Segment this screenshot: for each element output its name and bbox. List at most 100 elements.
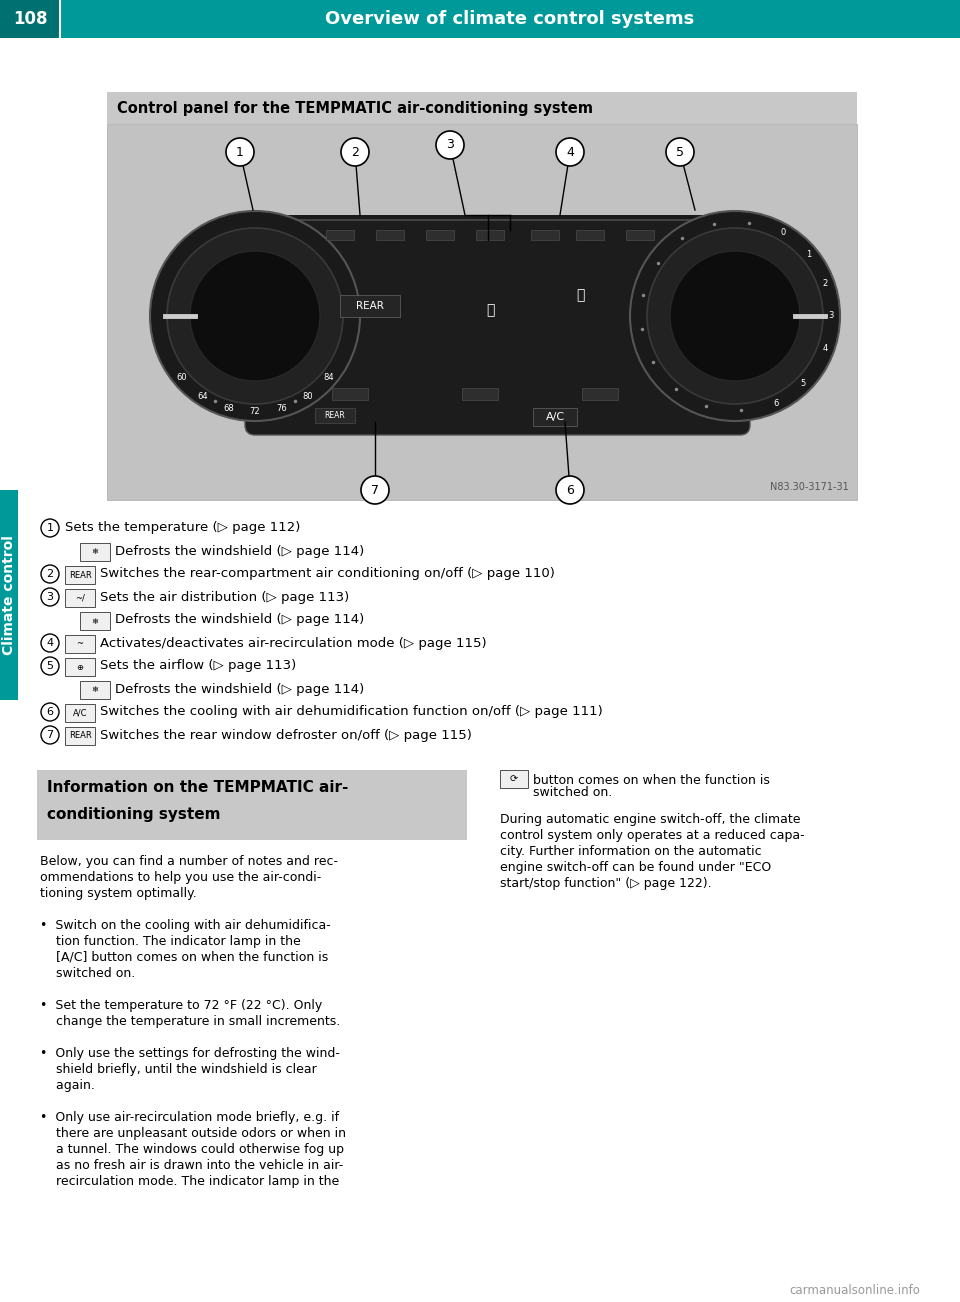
Text: button comes on when the function is: button comes on when the function is: [533, 773, 770, 786]
Text: 🚗: 🚗: [576, 288, 585, 302]
Bar: [80, 543, 110, 561]
Text: •  Set the temperature to 72 °F (22 °C). Only: • Set the temperature to 72 °F (22 °C). …: [40, 999, 323, 1012]
Circle shape: [41, 634, 59, 652]
Bar: [80, 681, 110, 699]
Text: Activates/deactivates air-recirculation mode (▷ page 115): Activates/deactivates air-recirculation …: [100, 637, 487, 650]
Text: 76: 76: [276, 404, 287, 413]
Circle shape: [41, 703, 59, 721]
Text: 0: 0: [780, 228, 785, 237]
Text: REAR: REAR: [324, 410, 346, 419]
Text: •  Only use air-recirculation mode briefly, e.g. if: • Only use air-recirculation mode briefl…: [40, 1111, 339, 1124]
Text: Climate control: Climate control: [2, 535, 16, 655]
Text: Defrosts the windshield (▷ page 114): Defrosts the windshield (▷ page 114): [115, 544, 364, 557]
Text: 3: 3: [446, 138, 454, 151]
Circle shape: [556, 477, 584, 504]
Bar: [476, 230, 504, 240]
Text: as no fresh air is drawn into the vehicle in air-: as no fresh air is drawn into the vehicl…: [40, 1159, 344, 1172]
Circle shape: [341, 138, 369, 165]
Text: city. Further information on the automatic: city. Further information on the automat…: [500, 845, 761, 858]
Bar: [0, 490, 18, 700]
Bar: [426, 230, 454, 240]
Text: 2: 2: [823, 279, 828, 288]
Text: Information on the TEMPMATIC air-: Information on the TEMPMATIC air-: [47, 780, 348, 796]
Text: 4: 4: [566, 146, 574, 159]
Text: recirculation mode. The indicator lamp in the: recirculation mode. The indicator lamp i…: [40, 1174, 339, 1187]
Text: 64: 64: [198, 392, 208, 401]
Text: 7: 7: [371, 483, 379, 496]
Text: engine switch-off can be found under "ECO: engine switch-off can be found under "EC…: [500, 861, 771, 874]
Circle shape: [41, 589, 59, 605]
Text: ⟳: ⟳: [510, 773, 518, 784]
Text: 3: 3: [828, 311, 833, 320]
Text: 6: 6: [566, 483, 574, 496]
Text: tion function. The indicator lamp in the: tion function. The indicator lamp in the: [40, 935, 300, 948]
Text: change the temperature in small increments.: change the temperature in small incremen…: [40, 1016, 340, 1029]
Bar: [462, 388, 498, 400]
Bar: [37, 769, 467, 840]
Text: 🌬: 🌬: [486, 303, 494, 316]
Circle shape: [190, 251, 320, 381]
Bar: [0, 0, 960, 38]
Text: 5: 5: [676, 146, 684, 159]
Text: REAR: REAR: [68, 732, 91, 741]
Bar: [0, 0, 60, 38]
Text: REAR: REAR: [68, 570, 91, 579]
Circle shape: [41, 658, 59, 674]
Text: A/C: A/C: [73, 708, 87, 717]
Text: ~: ~: [77, 639, 84, 648]
Bar: [107, 92, 857, 124]
Text: ❄: ❄: [91, 685, 99, 694]
Text: Below, you can find a number of notes and rec-: Below, you can find a number of notes an…: [40, 855, 338, 868]
Text: 5: 5: [46, 661, 54, 671]
Bar: [315, 408, 355, 423]
Text: conditioning system: conditioning system: [47, 806, 221, 822]
Text: 68: 68: [223, 404, 234, 413]
Circle shape: [41, 519, 59, 536]
Bar: [80, 612, 110, 630]
Circle shape: [167, 228, 343, 404]
Text: 1: 1: [805, 250, 811, 259]
Text: ❄: ❄: [91, 548, 99, 556]
Text: Defrosts the windshield (▷ page 114): Defrosts the windshield (▷ page 114): [115, 682, 364, 695]
Bar: [626, 230, 654, 240]
FancyBboxPatch shape: [245, 220, 750, 435]
Text: Sets the airflow (▷ page 113): Sets the airflow (▷ page 113): [100, 660, 297, 673]
Bar: [582, 388, 618, 400]
Text: 80: 80: [302, 392, 313, 401]
Bar: [107, 124, 857, 500]
Text: 1: 1: [236, 146, 244, 159]
Text: again.: again.: [40, 1079, 95, 1092]
Text: Sets the temperature (▷ page 112): Sets the temperature (▷ page 112): [65, 522, 300, 535]
Text: shield briefly, until the windshield is clear: shield briefly, until the windshield is …: [40, 1062, 317, 1075]
Circle shape: [630, 211, 840, 421]
Text: •  Switch on the cooling with air dehumidifica-: • Switch on the cooling with air dehumid…: [40, 919, 331, 932]
Text: Defrosts the windshield (▷ page 114): Defrosts the windshield (▷ page 114): [115, 613, 364, 626]
Text: Overview of climate control systems: Overview of climate control systems: [325, 10, 695, 29]
Text: 7: 7: [46, 730, 54, 740]
Circle shape: [666, 138, 694, 165]
Text: N83.30-3171-31: N83.30-3171-31: [770, 482, 849, 492]
Bar: [65, 727, 95, 745]
Text: During automatic engine switch-off, the climate: During automatic engine switch-off, the …: [500, 812, 801, 825]
Text: switched on.: switched on.: [533, 786, 612, 799]
Text: a tunnel. The windows could otherwise fog up: a tunnel. The windows could otherwise fo…: [40, 1143, 344, 1156]
Bar: [65, 658, 95, 676]
Circle shape: [670, 251, 800, 381]
Text: ommendations to help you use the air-condi-: ommendations to help you use the air-con…: [40, 871, 322, 884]
Bar: [65, 635, 95, 654]
Text: A/C: A/C: [545, 411, 564, 422]
Circle shape: [41, 565, 59, 583]
Text: 108: 108: [12, 10, 47, 29]
Bar: [65, 566, 95, 585]
Bar: [533, 408, 577, 426]
Text: Switches the cooling with air dehumidification function on/off (▷ page 111): Switches the cooling with air dehumidifi…: [100, 706, 603, 719]
Text: 4: 4: [46, 638, 54, 648]
Text: control system only operates at a reduced capa-: control system only operates at a reduce…: [500, 829, 804, 842]
Text: 72: 72: [250, 408, 260, 417]
Text: 3: 3: [46, 592, 54, 602]
Text: switched on.: switched on.: [40, 967, 135, 980]
Bar: [326, 230, 354, 240]
Bar: [332, 388, 368, 400]
Text: ❄: ❄: [91, 617, 99, 625]
Bar: [65, 589, 95, 607]
